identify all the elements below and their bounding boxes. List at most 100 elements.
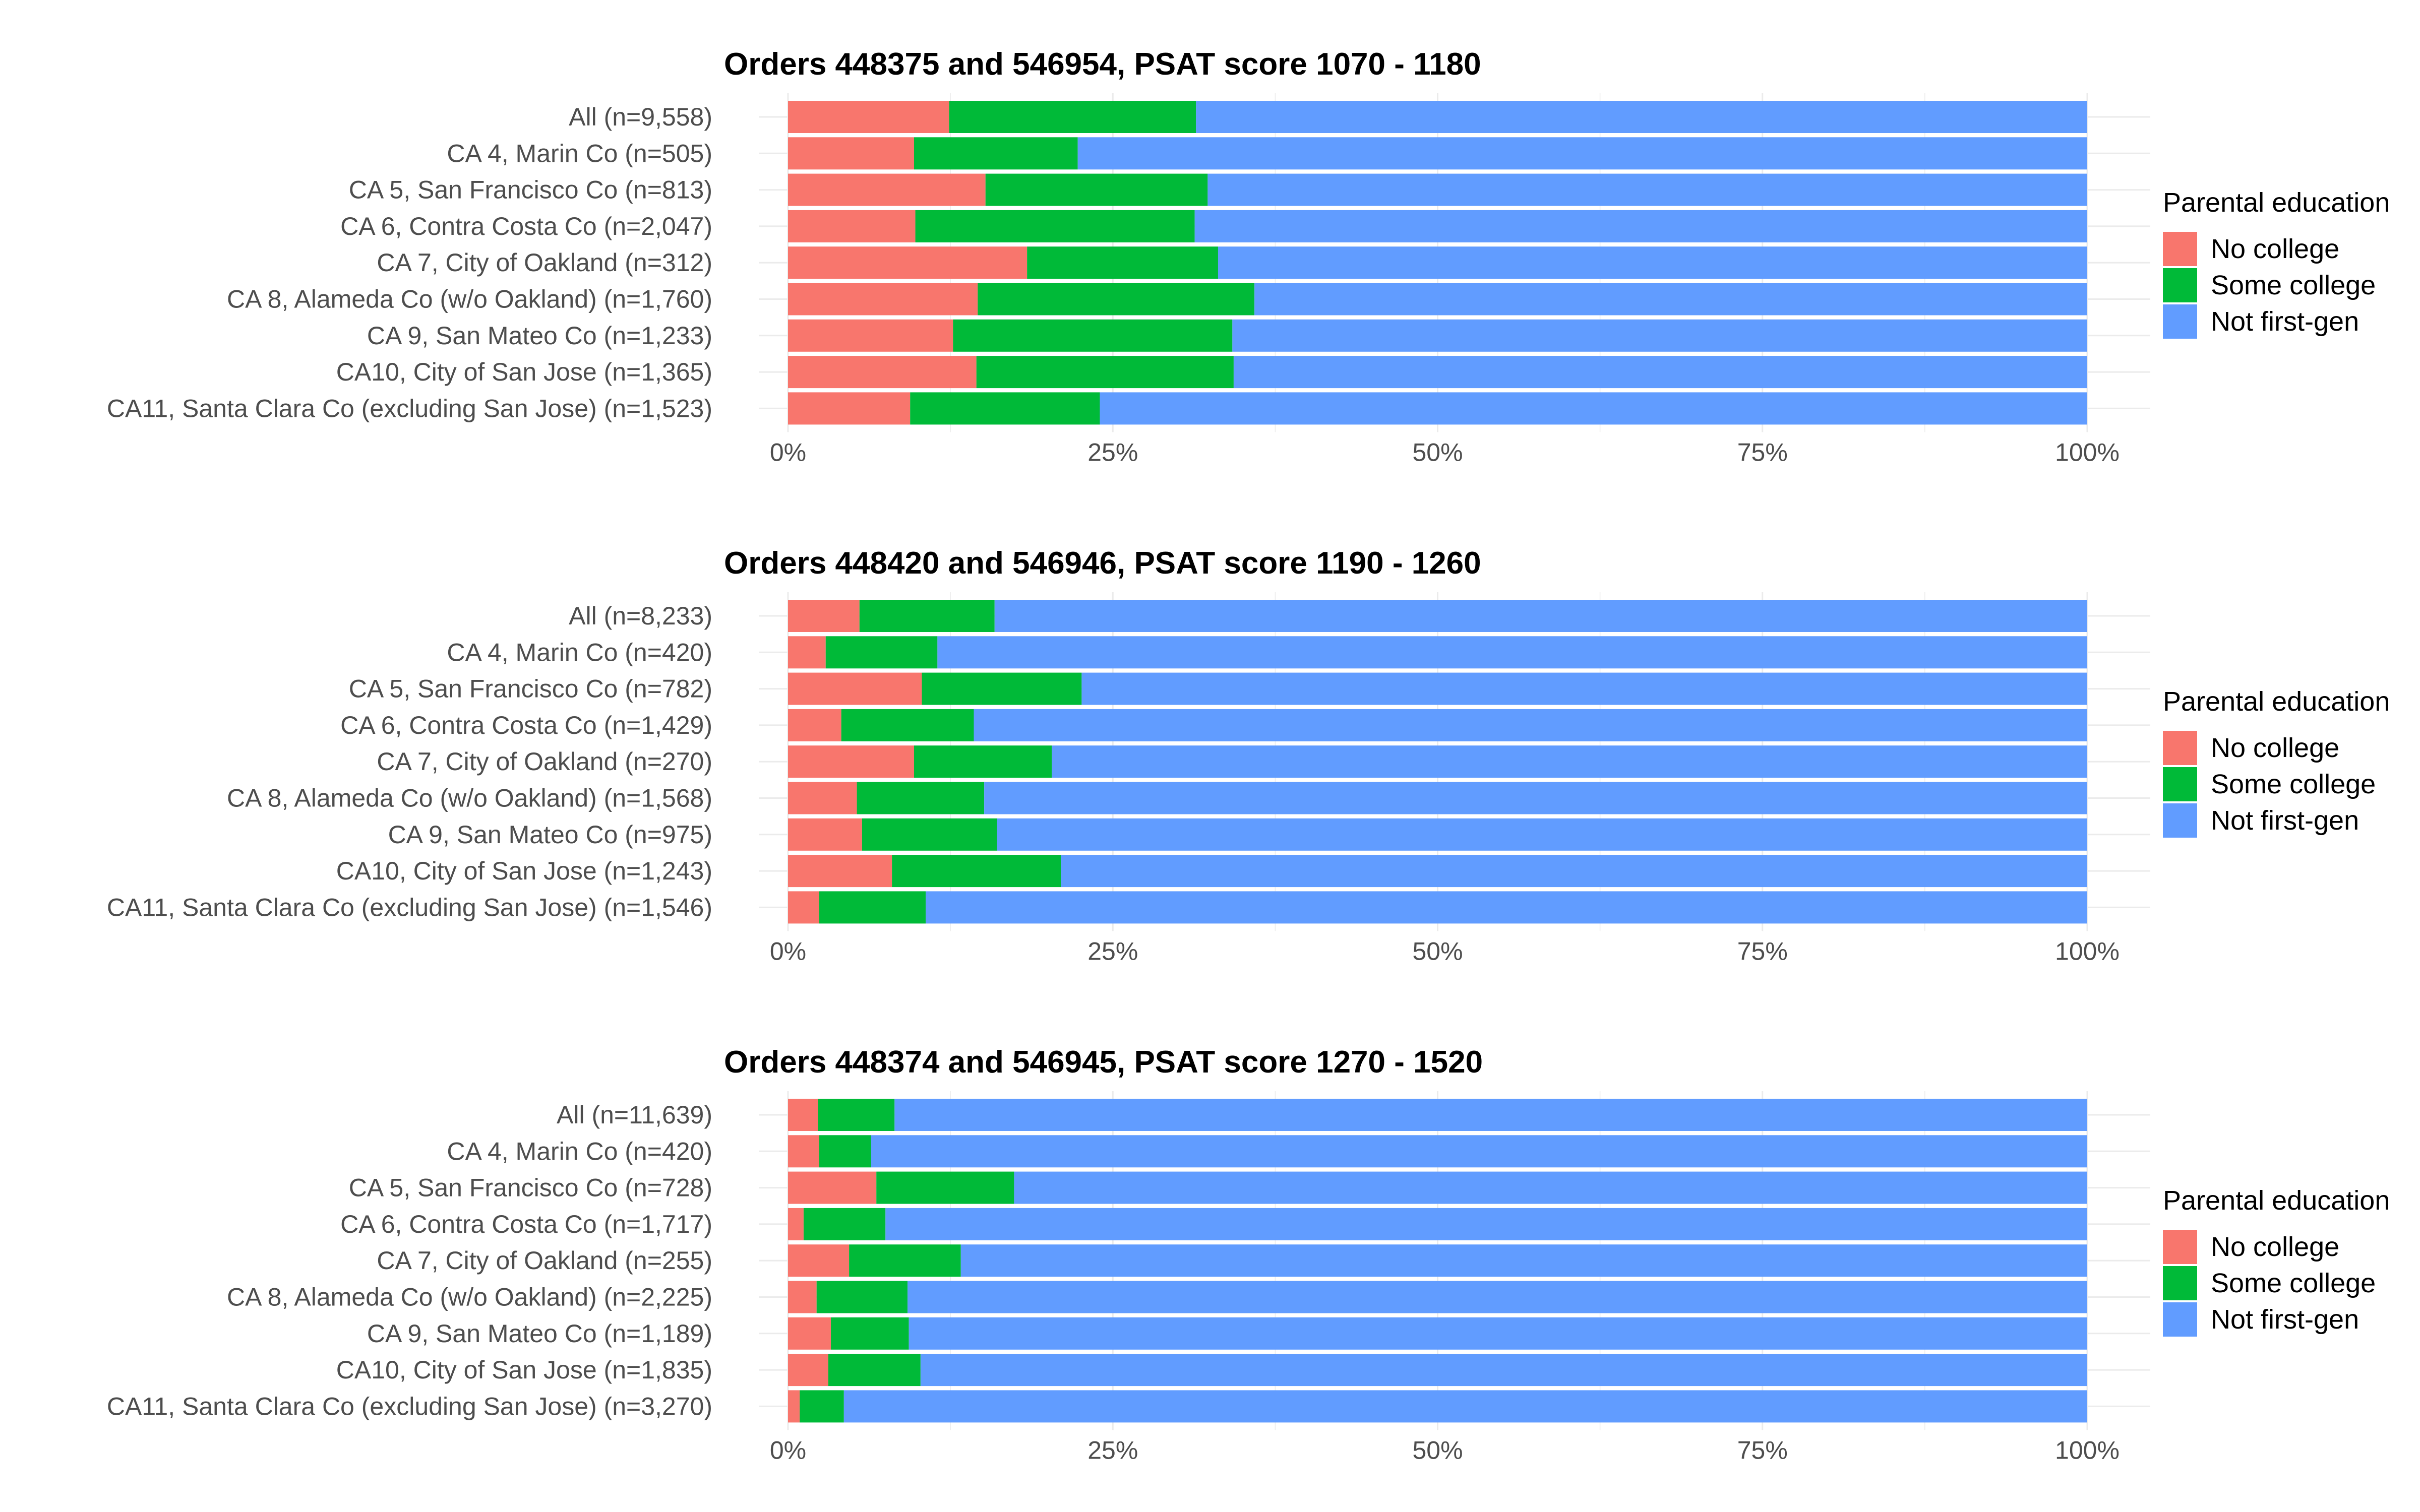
bar-segment-no-college xyxy=(788,1208,804,1240)
bars xyxy=(788,600,2087,924)
bar-segment-some-college xyxy=(915,210,1195,242)
bar-segment-some-college xyxy=(803,1208,886,1240)
bar-segment-not-first-gen xyxy=(997,818,2087,851)
legend-swatch xyxy=(2163,1230,2197,1264)
panel-1: Orders 448375 and 546954, PSAT score 107… xyxy=(107,47,2390,466)
category-label: CA 4, Marin Co (n=420) xyxy=(447,1137,712,1165)
bar-segment-not-first-gen xyxy=(926,891,2087,924)
category-label: CA10, City of San Jose (n=1,365) xyxy=(336,358,712,386)
bar-segment-not-first-gen xyxy=(1081,672,2087,705)
bar-segment-no-college xyxy=(788,745,914,778)
category-label: CA11, Santa Clara Co (excluding San Jose… xyxy=(107,394,712,422)
bar-segment-not-first-gen xyxy=(885,1208,2088,1240)
legend-label: No college xyxy=(2211,234,2339,264)
bar-segment-not-first-gen xyxy=(960,1244,2087,1277)
x-tick-label: 100% xyxy=(2055,1436,2120,1464)
bar-segment-not-first-gen xyxy=(1061,855,2087,888)
bar-segment-no-college xyxy=(788,818,862,851)
bar-segment-not-first-gen xyxy=(974,709,2087,741)
bar-segment-no-college xyxy=(788,782,857,814)
bar-segment-some-college xyxy=(978,283,1255,316)
bar-segment-no-college xyxy=(788,1354,828,1387)
panel-title: Orders 448374 and 546945, PSAT score 127… xyxy=(724,1045,1483,1080)
bar-segment-some-college xyxy=(922,672,1082,705)
bar-segment-some-college xyxy=(841,709,974,741)
bar-segment-no-college xyxy=(788,319,953,352)
bar-segment-not-first-gen xyxy=(1254,283,2087,316)
bar-segment-some-college xyxy=(800,1390,844,1423)
bar-segment-some-college xyxy=(819,1135,871,1168)
x-tick-label: 50% xyxy=(1412,937,1463,965)
x-tick-label: 25% xyxy=(1087,438,1138,466)
bar-segment-no-college xyxy=(788,137,914,170)
category-label: CA 9, San Mateo Co (n=1,233) xyxy=(367,322,712,350)
legend-swatch xyxy=(2163,304,2197,339)
bar-segment-no-college xyxy=(788,1281,817,1313)
category-label: CA 5, San Francisco Co (n=813) xyxy=(349,176,712,204)
x-tick-label: 0% xyxy=(770,438,806,466)
bar-segment-not-first-gen xyxy=(1052,745,2087,778)
bar-segment-no-college xyxy=(788,246,1027,279)
bar-segment-no-college xyxy=(788,283,978,316)
category-label: CA 5, San Francisco Co (n=728) xyxy=(349,1174,712,1202)
legend-label: No college xyxy=(2211,733,2339,763)
bar-segment-some-college xyxy=(876,1171,1014,1204)
bar-segment-not-first-gen xyxy=(1233,356,2087,389)
legend-swatch xyxy=(2163,1266,2197,1300)
bar-segment-some-college xyxy=(816,1281,908,1313)
x-tick-label: 100% xyxy=(2055,438,2120,466)
bar-segment-some-college xyxy=(910,392,1100,425)
category-label: All (n=8,233) xyxy=(569,602,712,630)
bar-segment-some-college xyxy=(914,137,1078,170)
bar-segment-no-college xyxy=(788,356,977,389)
legend-title: Parental education xyxy=(2163,686,2390,717)
bar-segment-not-first-gen xyxy=(984,782,2087,814)
legend-swatch xyxy=(2163,767,2197,801)
category-label: CA 8, Alameda Co (w/o Oakland) (n=1,760) xyxy=(227,285,712,313)
bar-segment-some-college xyxy=(914,745,1052,778)
category-label: CA 5, San Francisco Co (n=782) xyxy=(349,675,712,703)
legend-label: Not first-gen xyxy=(2211,805,2359,836)
category-label: CA10, City of San Jose (n=1,835) xyxy=(336,1356,712,1384)
bar-segment-not-first-gen xyxy=(1232,319,2087,352)
bar-segment-some-college xyxy=(849,1244,961,1277)
panel-title: Orders 448375 and 546954, PSAT score 107… xyxy=(724,47,1481,82)
x-tick-label: 50% xyxy=(1412,438,1463,466)
category-label: CA 6, Contra Costa Co (n=1,429) xyxy=(340,711,712,739)
bar-segment-not-first-gen xyxy=(894,1099,2087,1131)
bar-segment-no-college xyxy=(788,210,916,242)
bar-segment-not-first-gen xyxy=(937,636,2087,669)
bar-segment-some-college xyxy=(819,891,926,924)
bars xyxy=(788,101,2087,425)
x-tick-label: 75% xyxy=(1737,438,1788,466)
category-label: CA 7, City of Oakland (n=312) xyxy=(377,248,712,277)
bar-segment-some-college xyxy=(831,1317,909,1350)
legend-label: No college xyxy=(2211,1232,2339,1262)
category-label: CA 7, City of Oakland (n=270) xyxy=(377,747,712,776)
panel-2: Orders 448420 and 546946, PSAT score 119… xyxy=(107,546,2390,965)
bar-segment-no-college xyxy=(788,1390,800,1423)
bar-segment-no-college xyxy=(788,173,986,206)
legend-label: Not first-gen xyxy=(2211,1304,2359,1335)
bar-segment-not-first-gen xyxy=(1014,1171,2087,1204)
bar-segment-no-college xyxy=(788,1099,818,1131)
bar-segment-some-college xyxy=(976,356,1234,389)
legend-label: Not first-gen xyxy=(2211,306,2359,337)
x-tick-label: 25% xyxy=(1087,1436,1138,1464)
bar-segment-not-first-gen xyxy=(1196,101,2087,133)
bar-segment-no-college xyxy=(788,1171,877,1204)
category-label: CA 9, San Mateo Co (n=1,189) xyxy=(367,1319,712,1348)
category-label: CA11, Santa Clara Co (excluding San Jose… xyxy=(107,893,712,921)
bar-segment-not-first-gen xyxy=(843,1390,2087,1423)
bars xyxy=(788,1099,2088,1423)
bar-segment-no-college xyxy=(788,709,841,741)
legend-title: Parental education xyxy=(2163,187,2390,218)
bar-segment-no-college xyxy=(788,600,860,632)
bar-segment-no-college xyxy=(788,855,892,888)
bar-segment-not-first-gen xyxy=(1218,246,2087,279)
legend-title: Parental education xyxy=(2163,1185,2390,1216)
x-tick-label: 0% xyxy=(770,937,806,965)
bar-segment-not-first-gen xyxy=(1207,173,2087,206)
bar-segment-some-college xyxy=(985,173,1208,206)
